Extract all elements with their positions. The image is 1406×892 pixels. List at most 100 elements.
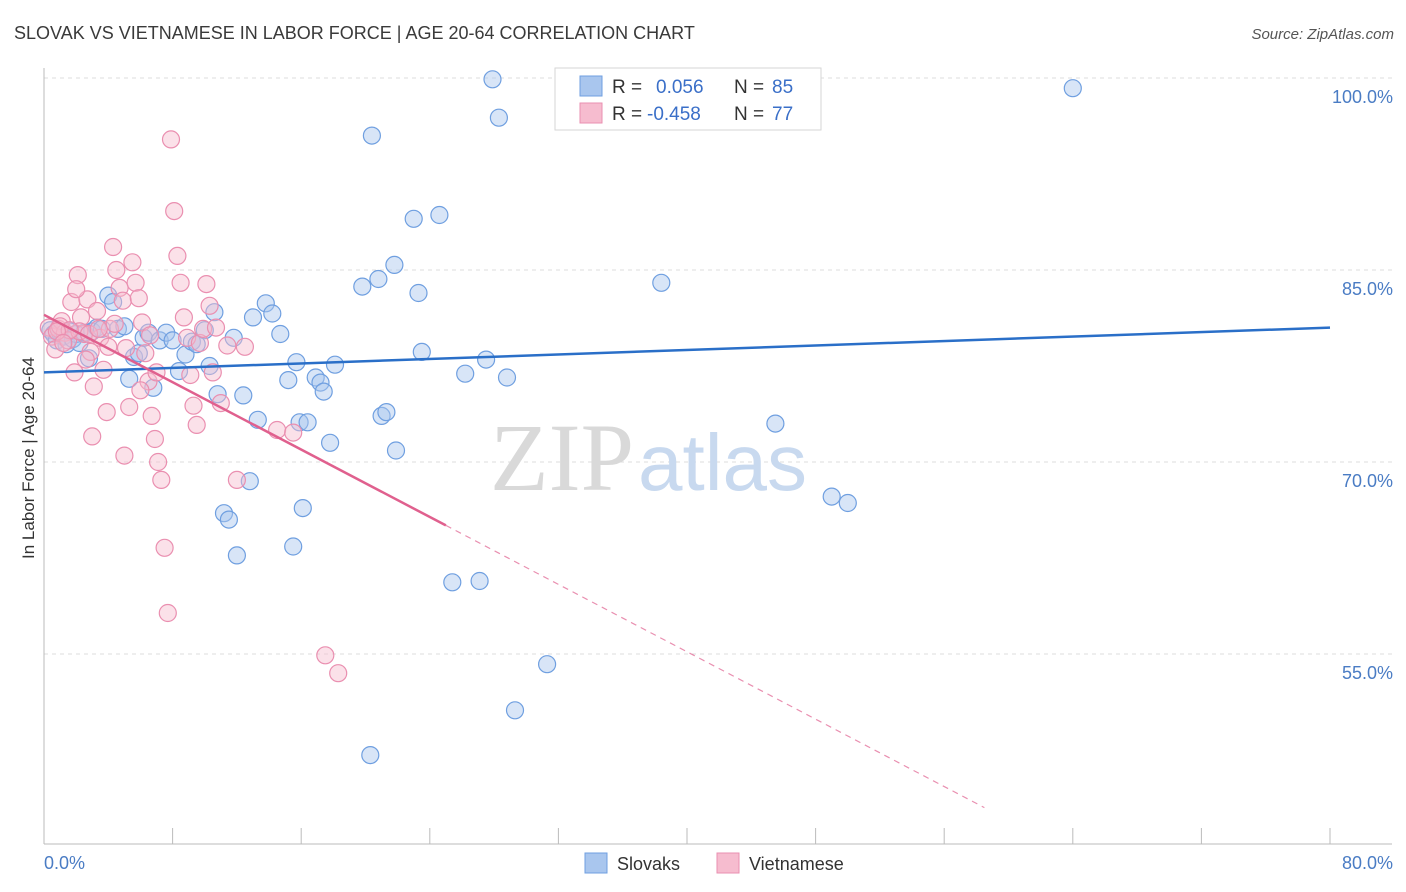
point-slovaks-39 [227,546,246,565]
point-slovaks-48 [284,537,303,556]
stats-r-value-slovaks: 0.056 [656,77,704,98]
point-slovaks-70 [443,573,462,592]
point-slovaks-71 [456,364,475,383]
bottom-legend-label-vietnamese: Vietnamese [749,854,844,874]
stats-legend-swatch-vietnamese [579,102,603,124]
point-slovaks-59 [361,745,380,765]
point-slovaks-83 [1063,79,1082,98]
point-vietnamese-39 [165,202,184,221]
point-vietnamese-50 [200,296,219,315]
point-slovaks-61 [369,269,388,289]
point-slovaks-46 [271,324,290,344]
point-vietnamese-28 [129,289,148,308]
point-vietnamese-70 [67,280,86,299]
point-slovaks-45 [263,304,282,323]
point-slovaks-55 [314,382,333,401]
chart-source: Source: ZipAtlas.com [1251,26,1394,43]
bottom-legend-swatch-vietnamese [716,852,740,874]
bottom-legend: Slovaks Vietnamese [584,852,844,874]
point-slovaks-58 [353,277,372,296]
point-vietnamese-54 [218,336,237,355]
point-vietnamese-44 [181,365,200,385]
stats-n-label-slovaks: N = [734,77,764,98]
y-tick-label-3: 55.0% [1342,663,1393,683]
point-vietnamese-46 [187,415,206,434]
point-slovaks-69 [430,205,449,225]
point-vietnamese-25 [120,397,139,417]
bottom-legend-label-slovaks: Slovaks [617,854,680,874]
point-vietnamese-33 [145,429,164,449]
point-slovaks-77 [505,701,525,720]
point-vietnamese-35 [152,470,171,489]
bottom-legend-swatch-slovaks [584,852,608,874]
point-slovaks-42 [243,308,263,327]
point-slovaks-41 [240,472,259,491]
point-vietnamese-38 [161,130,181,149]
watermark: ZIP atlas [490,404,807,511]
point-vietnamese-56 [235,337,254,356]
point-slovaks-66 [404,209,423,228]
point-vietnamese-41 [171,273,190,292]
watermark-zip: ZIP [490,404,634,511]
point-vietnamese-36 [155,538,174,557]
point-slovaks-67 [409,283,428,303]
point-slovaks-76 [497,368,517,387]
point-slovaks-37 [219,510,238,529]
point-vietnamese-30 [136,344,155,363]
point-vietnamese-26 [123,253,142,272]
point-vietnamese-65 [89,319,108,338]
point-vietnamese-23 [113,291,132,310]
point-vietnamese-45 [184,396,203,415]
watermark-atlas: atlas [638,418,807,507]
point-vietnamese-75 [105,314,124,333]
y-tick-label-1: 85.0% [1342,279,1393,299]
point-slovaks-75 [489,108,508,127]
point-vietnamese-58 [284,423,303,442]
point-slovaks-73 [477,350,496,369]
point-vietnamese-73 [54,333,73,353]
point-vietnamese-60 [329,664,348,683]
trend-line-vietnamese-dashed [445,524,985,809]
point-slovaks-79 [652,273,671,292]
y-axis-label: In Labor Force | Age 20-64 [19,357,38,559]
stats-legend-swatch-slovaks [579,75,603,97]
series-vietnamese-points [39,130,348,683]
point-vietnamese-55 [227,470,246,489]
point-vietnamese-32 [142,406,161,425]
stats-n-value-slovaks: 85 [772,77,793,98]
point-slovaks-51 [293,499,312,518]
point-slovaks-78 [537,655,557,674]
point-vietnamese-20 [103,237,123,257]
chart-title: SLOVAK VS VIETNAMESE IN LABOR FORCE | AG… [14,23,695,43]
point-slovaks-47 [279,371,298,390]
x-tick-label-max: 80.0% [1342,853,1393,873]
point-vietnamese-48 [194,319,213,338]
point-slovaks-44 [256,294,275,313]
point-vietnamese-47 [190,333,209,353]
point-vietnamese-74 [76,350,95,369]
point-vietnamese-37 [158,603,177,623]
trend-line-vietnamese-solid [43,313,447,527]
point-slovaks-52 [298,413,317,432]
point-vietnamese-34 [149,452,168,472]
stats-r-label-slovaks: R = [612,77,642,98]
point-slovaks-74 [483,70,502,89]
point-slovaks-40 [234,386,253,405]
point-slovaks-57 [325,355,345,374]
point-slovaks-60 [362,126,381,145]
y-tick-labels: 100.0% 85.0% 70.0% 55.0% [1332,87,1393,683]
point-vietnamese-21 [107,260,126,280]
point-slovaks-72 [470,571,489,591]
stats-legend: R = 0.056 N = 85 R = -0.458 N = 77 [554,67,822,131]
point-slovaks-65 [386,441,406,460]
point-slovaks-82 [838,493,857,513]
point-vietnamese-40 [168,246,187,265]
point-vietnamese-9 [68,266,87,285]
point-vietnamese-51 [203,363,222,382]
point-vietnamese-52 [206,318,226,337]
point-vietnamese-71 [83,427,102,446]
point-slovaks-81 [822,487,841,506]
trend-line-slovaks [43,326,1331,374]
stats-r-label-vietnamese: R = [612,104,642,125]
point-vietnamese-18 [97,403,116,422]
